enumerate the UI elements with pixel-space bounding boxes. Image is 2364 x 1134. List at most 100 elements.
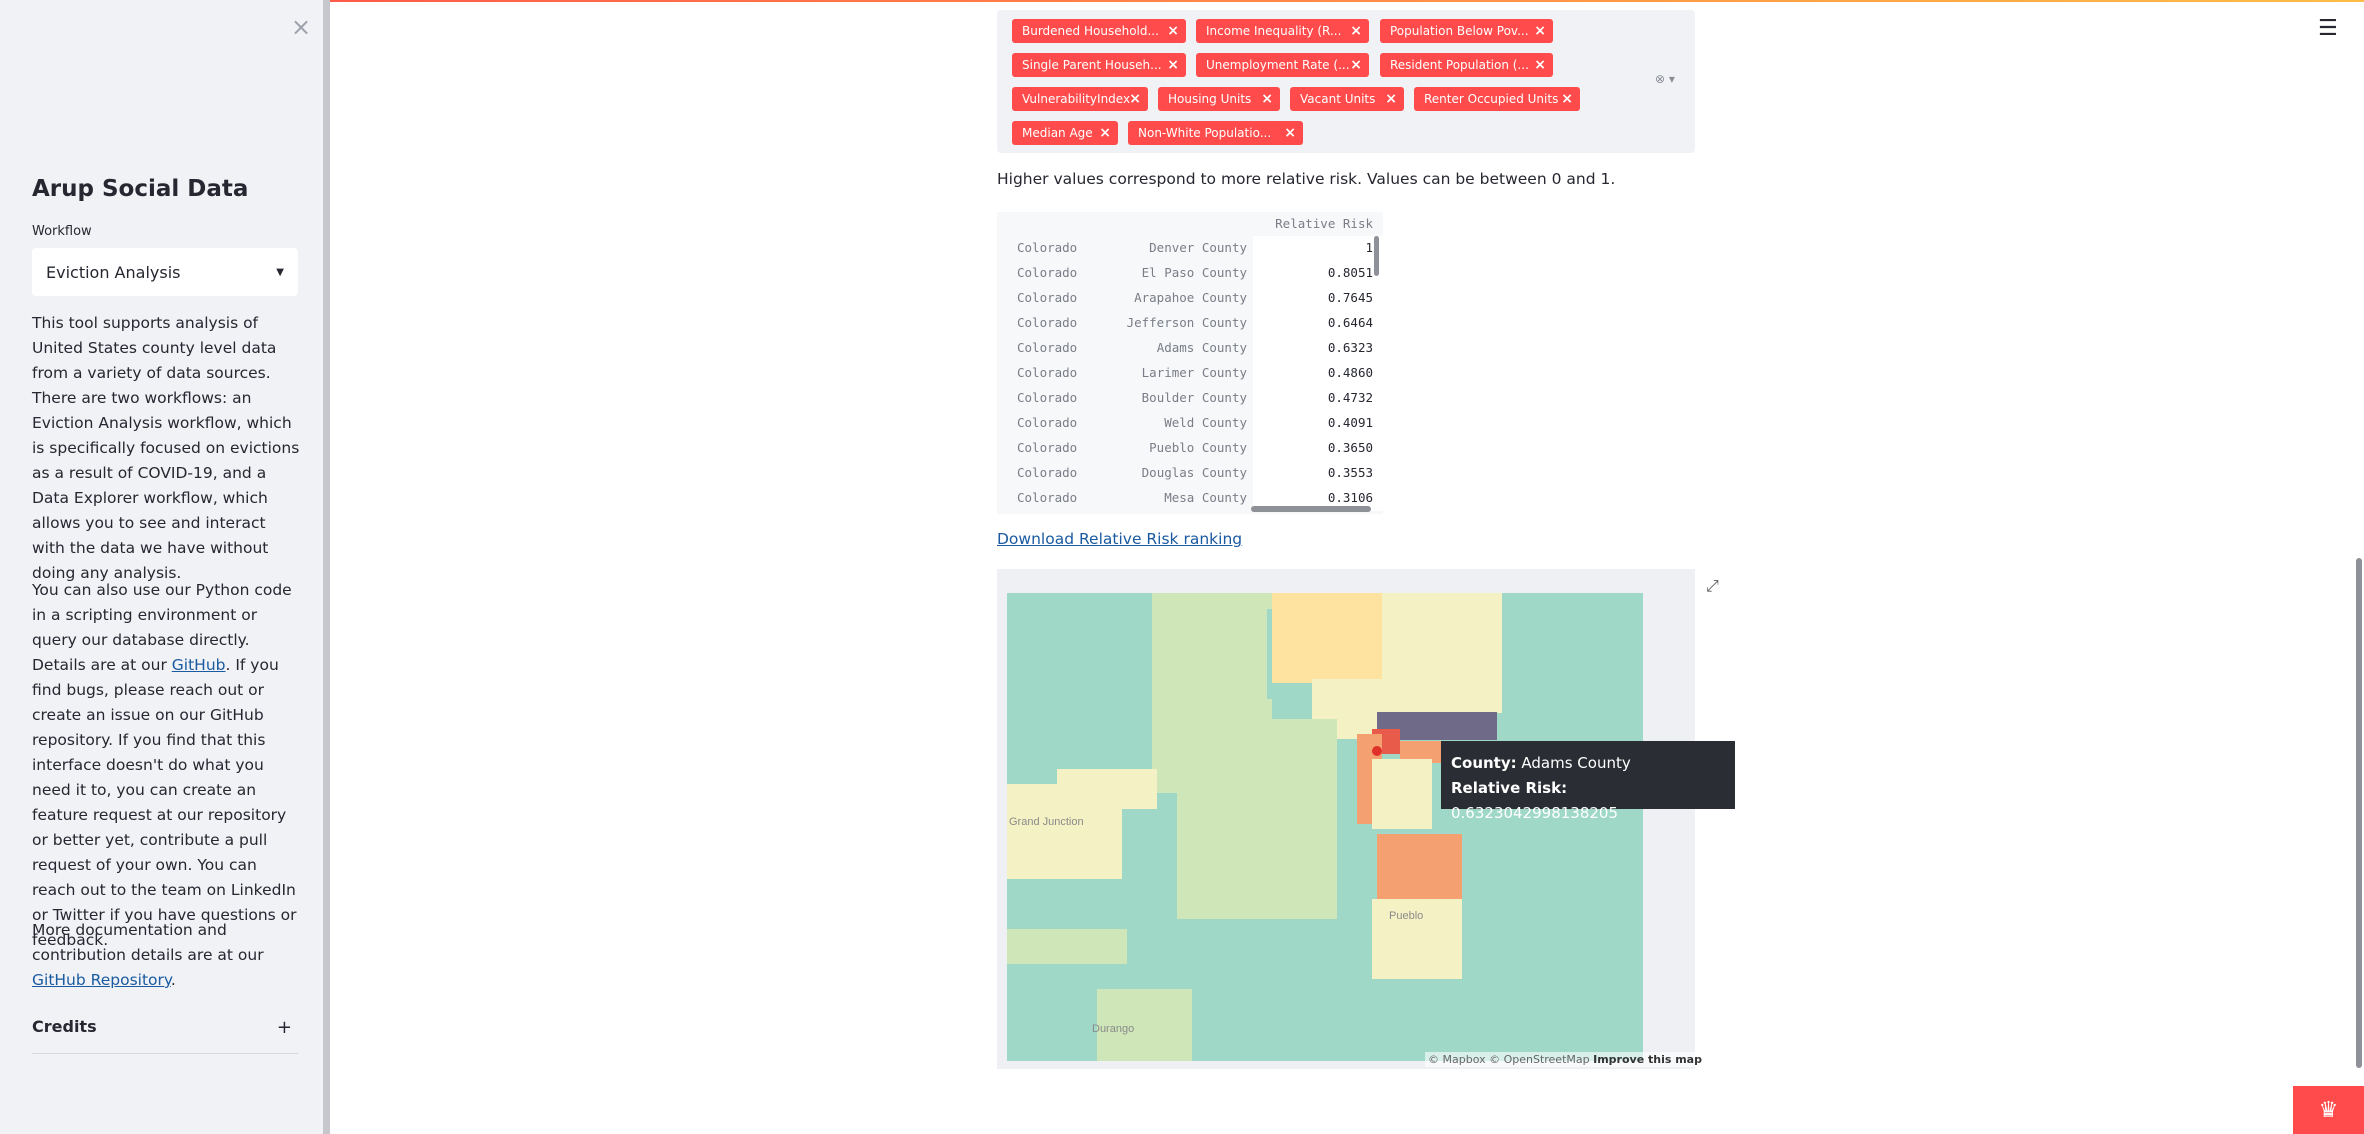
hamburger-menu-icon[interactable]: ☰ — [2318, 16, 2338, 41]
risk-cell: 1 — [1365, 240, 1373, 255]
main-scrollbar[interactable] — [2356, 558, 2362, 1068]
chip-label: Income Inequality (R... — [1206, 24, 1342, 38]
county-cell: Adams County — [1156, 340, 1247, 355]
table-row[interactable]: Colorado El Paso County 0.8051 — [997, 261, 1383, 286]
plus-icon: + — [276, 1017, 292, 1038]
table-row[interactable]: Colorado Weld County 0.4091 — [997, 411, 1383, 436]
workflow-select-value: Eviction Analysis — [46, 262, 181, 282]
chip-unemployment-rate[interactable]: Unemployment Rate (... × — [1196, 53, 1369, 77]
risk-cell: 0.4091 — [1327, 415, 1373, 430]
clear-all-dropdown-icon[interactable]: ⊗ ▾ — [1655, 72, 1675, 86]
county-region-el-paso[interactable] — [1377, 834, 1462, 909]
table-row[interactable]: Colorado Pueblo County 0.3650 — [997, 436, 1383, 461]
remove-chip-icon[interactable]: × — [1534, 23, 1546, 39]
map-tooltip: County: Adams County Relative Risk: 0.63… — [1441, 741, 1735, 822]
county-cell: Denver County — [1149, 240, 1247, 255]
expand-fullscreen-icon[interactable]: ⤢ — [1706, 576, 1719, 595]
chip-median-age[interactable]: Median Age × — [1012, 121, 1118, 145]
county-region-eagle[interactable] — [1177, 719, 1337, 919]
risk-choropleth-map[interactable]: Grand Junction Pueblo Durango — [997, 569, 1695, 1069]
workflow-select[interactable]: Eviction Analysis ▼ — [32, 248, 298, 296]
top-decoration-bar — [0, 0, 2364, 2]
github-link[interactable]: GitHub — [171, 656, 226, 674]
state-cell: Colorado — [1017, 340, 1078, 355]
county-cell: Arapahoe County — [1134, 290, 1247, 305]
remove-chip-icon[interactable]: × — [1385, 91, 1397, 107]
county-region-pueblo[interactable] — [1372, 899, 1462, 979]
table-row[interactable]: Colorado Denver County 1 — [997, 236, 1383, 261]
county-region-la-plata[interactable] — [1097, 989, 1192, 1061]
state-cell: Colorado — [1017, 440, 1078, 455]
risk-cell: 0.3553 — [1327, 465, 1373, 480]
download-relative-risk-link[interactable]: Download Relative Risk ranking — [997, 530, 1243, 548]
table-row[interactable]: Colorado Jefferson County 0.6464 — [997, 311, 1383, 336]
table-vertical-scrollbar[interactable] — [1374, 236, 1379, 276]
chip-population-below-poverty[interactable]: Population Below Pov... × — [1380, 19, 1553, 43]
chip-vulnerability-index[interactable]: VulnerabilityIndex × — [1012, 87, 1148, 111]
chip-label: Unemployment Rate (... — [1206, 58, 1350, 72]
chip-resident-population[interactable]: Resident Population (... × — [1380, 53, 1553, 77]
risk-cell: 0.8051 — [1327, 265, 1373, 280]
tooltip-county-line: County: Adams County — [1451, 751, 1725, 776]
remove-chip-icon[interactable]: × — [1129, 91, 1141, 107]
credits-expander[interactable]: Credits + — [32, 1017, 298, 1054]
place-label-grand-junction: Grand Junction — [1009, 816, 1084, 828]
table-row[interactable]: Colorado Douglas County 0.3553 — [997, 461, 1383, 486]
tooltip-risk-line: Relative Risk: 0.6323042998138205 — [1451, 776, 1725, 826]
relative-risk-table[interactable]: Relative Risk Colorado Denver County 1 Col… — [997, 212, 1383, 514]
county-region-douglas[interactable] — [1372, 759, 1432, 829]
sidebar-scrollbar[interactable] — [323, 0, 330, 993]
remove-chip-icon[interactable]: × — [1561, 91, 1573, 107]
table-horizontal-scrollbar[interactable] — [1251, 506, 1371, 512]
improve-map-link[interactable]: Improve this map — [1593, 1053, 1702, 1066]
workflow-label: Workflow — [32, 224, 92, 239]
chip-income-inequality[interactable]: Income Inequality (R... × — [1196, 19, 1369, 43]
risk-cell: 0.7645 — [1327, 290, 1373, 305]
table-row[interactable]: Colorado Arapahoe County 0.7645 — [997, 286, 1383, 311]
remove-chip-icon[interactable]: × — [1534, 57, 1546, 73]
github-repository-link[interactable]: GitHub Repository — [32, 971, 171, 989]
remove-chip-icon[interactable]: × — [1167, 23, 1179, 39]
python-info-paragraph: You can also use our Python code in a sc… — [32, 578, 302, 953]
place-label-pueblo: Pueblo — [1389, 910, 1423, 922]
remove-chip-icon[interactable]: × — [1350, 57, 1362, 73]
description-paragraph: This tool supports analysis of United St… — [32, 314, 300, 582]
chip-label: Non-White Populatio... — [1138, 126, 1272, 140]
state-cell: Colorado — [1017, 390, 1078, 405]
table-row[interactable]: Colorado Boulder County 0.4732 — [997, 386, 1383, 411]
chip-renter-occupied-units[interactable]: Renter Occupied Units × — [1414, 87, 1580, 111]
tooltip-county-value: Adams County — [1521, 754, 1631, 772]
chip-label: Resident Population (... — [1390, 58, 1529, 72]
chip-vacant-units[interactable]: Vacant Units × — [1290, 87, 1404, 111]
state-cell: Colorado — [1017, 315, 1078, 330]
risk-cell: 0.3650 — [1327, 440, 1373, 455]
risk-cell: 0.4860 — [1327, 365, 1373, 380]
chip-single-parent-households[interactable]: Single Parent Househ... × — [1012, 53, 1186, 77]
table-row[interactable]: Colorado Adams County 0.6323 — [997, 336, 1383, 361]
county-region-larimer[interactable] — [1272, 593, 1387, 683]
tooltip-county-key: County: — [1451, 754, 1517, 772]
chip-label: VulnerabilityIndex — [1022, 92, 1131, 106]
chip-burdened-household[interactable]: Burdened Household... × — [1012, 19, 1186, 43]
credits-label: Credits — [32, 1017, 97, 1036]
streamlit-badge[interactable]: ♛ — [2293, 1086, 2364, 1134]
state-cell: Colorado — [1017, 265, 1078, 280]
county-region-garfield[interactable] — [1057, 769, 1157, 809]
chip-label: Housing Units — [1168, 92, 1252, 106]
county-region-montrose[interactable] — [1007, 929, 1127, 964]
remove-chip-icon[interactable]: × — [1350, 23, 1362, 39]
remove-chip-icon[interactable]: × — [1284, 125, 1296, 141]
risk-cell: 0.6323 — [1327, 340, 1373, 355]
close-sidebar-icon[interactable]: × — [291, 13, 312, 41]
remove-chip-icon[interactable]: × — [1167, 57, 1179, 73]
remove-chip-icon[interactable]: × — [1261, 91, 1273, 107]
state-cell: Colorado — [1017, 365, 1078, 380]
variable-multiselect[interactable]: Burdened Household... × Income Inequality… — [997, 10, 1695, 153]
chip-non-white-population[interactable]: Non-White Populatio... × — [1128, 121, 1303, 145]
chip-label: Vacant Units — [1300, 92, 1376, 106]
map-canvas: Grand Junction Pueblo Durango — [997, 569, 1695, 1069]
chip-housing-units[interactable]: Housing Units × — [1158, 87, 1280, 111]
table-row[interactable]: Colorado Larimer County 0.4860 — [997, 361, 1383, 386]
column-header-relative-risk[interactable]: Relative Risk — [1275, 216, 1373, 231]
remove-chip-icon[interactable]: × — [1099, 125, 1111, 141]
